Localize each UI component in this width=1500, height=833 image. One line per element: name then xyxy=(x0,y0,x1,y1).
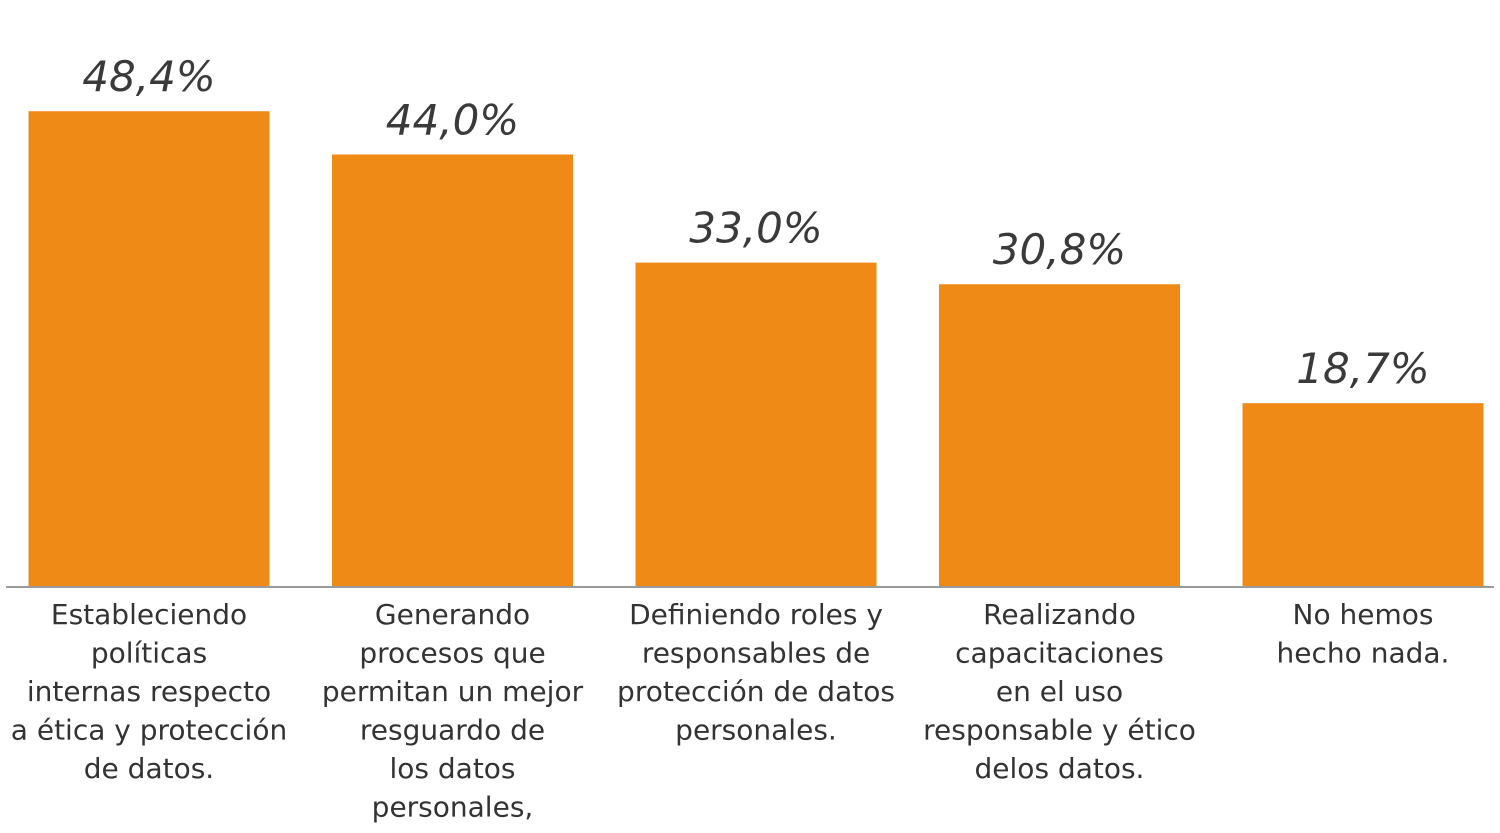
category-label-5: No hemos hecho nada. xyxy=(1277,598,1450,670)
category-label-4: Realizando capacitaciones en el uso respons… xyxy=(923,598,1196,785)
category-label-3: Definiendo roles y responsables de protecc… xyxy=(617,598,895,747)
category-label-line: personales, xyxy=(372,791,534,824)
category-label-line: Definiendo roles y xyxy=(629,598,883,631)
value-label-5: 18,7% xyxy=(1296,344,1429,393)
category-label-line: responsables de xyxy=(642,637,870,670)
category-label-line: permitan un mejor xyxy=(322,675,584,708)
category-label-2: Generando procesos que permitan un mejor re… xyxy=(322,598,584,824)
category-label-line: resguardo de xyxy=(360,714,545,747)
category-label-line: procesos que xyxy=(359,637,545,670)
category-label-line: Estableciendo xyxy=(51,598,247,631)
category-label-line: Realizando xyxy=(983,598,1136,631)
bar-5 xyxy=(1242,403,1484,587)
category-label-line: responsable y ético xyxy=(923,714,1196,747)
value-label-1: 48,4% xyxy=(82,52,215,101)
category-label-line: capacitaciones xyxy=(955,637,1164,670)
bars-group xyxy=(28,111,1484,588)
category-label-line: internas respecto xyxy=(27,675,271,708)
category-label-line: políticas xyxy=(91,637,207,670)
category-label-line: No hemos xyxy=(1293,598,1434,631)
category-labels-group: Estableciendo políticas internas respecto a… xyxy=(11,598,1450,824)
category-label-line: delos datos. xyxy=(975,752,1145,785)
bar-4 xyxy=(939,284,1180,587)
value-label-4: 30,8% xyxy=(993,225,1126,274)
category-label-1: Estableciendo políticas internas respecto a… xyxy=(11,598,287,785)
value-label-3: 33,0% xyxy=(689,204,822,253)
bar-1 xyxy=(28,111,270,587)
value-labels-group: 48,4% 44,0% 33,0% 30,8% 18,7% xyxy=(82,52,1429,393)
category-label-line: protección de datos xyxy=(617,675,895,708)
category-label-line: los datos xyxy=(389,752,515,785)
bar-3 xyxy=(635,262,877,587)
category-label-line: de datos. xyxy=(84,752,214,785)
category-label-line: personales. xyxy=(675,714,837,747)
value-label-2: 44,0% xyxy=(386,95,519,144)
bar-2 xyxy=(332,154,573,588)
category-label-line: a ética y protección xyxy=(11,714,287,747)
category-label-line: hecho nada. xyxy=(1277,637,1450,670)
category-label-line: en el uso xyxy=(996,675,1123,708)
category-label-line: Generando xyxy=(375,598,530,631)
